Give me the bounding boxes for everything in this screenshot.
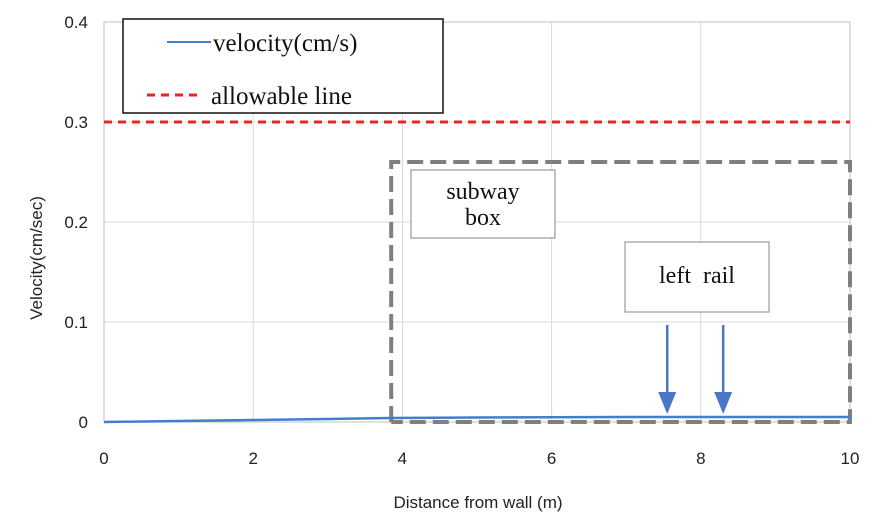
plot-area-frame	[103, 21, 851, 423]
y-axis-label: Velocity(cm/sec)	[27, 196, 46, 320]
subway-box-annotation	[389, 160, 852, 424]
y-tick-labels: 0 0.1 0.2 0.3 0.4	[64, 13, 88, 432]
rail-arrow-head	[714, 392, 733, 414]
x-tick-label: 2	[248, 449, 257, 468]
rail-arrows	[658, 325, 733, 414]
subway-box-label-line2: box	[465, 205, 501, 231]
subway-box-label-frame	[410, 169, 556, 239]
y-tick-label: 0.3	[64, 113, 88, 132]
x-axis-label: Distance from wall (m)	[393, 493, 562, 512]
legend-label-allowable: allowable line	[211, 83, 352, 110]
rail-label: left rail	[659, 263, 735, 289]
subway-box-outline	[389, 160, 852, 424]
x-tick-label: 8	[696, 449, 705, 468]
x-tick-labels: 0 2 4 6 8 10	[99, 449, 859, 468]
series-line-velocity	[103, 415, 850, 424]
rail-arrow-head	[658, 392, 677, 414]
x-tick-label: 10	[841, 449, 860, 468]
y-tick-label: 0.1	[64, 313, 88, 332]
legend-label-velocity: velocity(cm/s)	[213, 30, 357, 57]
x-tick-label: 0	[99, 449, 108, 468]
y-tick-label: 0	[79, 413, 88, 432]
subway-box-label-line1: subway	[446, 179, 519, 205]
rail-label-frame	[624, 241, 770, 313]
x-tick-label: 6	[547, 449, 556, 468]
legend: velocity(cm/s) allowable line	[122, 18, 444, 114]
legend-frame	[122, 18, 444, 114]
x-tick-label: 4	[398, 449, 407, 468]
y-tick-label: 0.4	[64, 13, 88, 32]
series-group	[103, 120, 850, 424]
y-tick-label: 0.2	[64, 213, 88, 232]
